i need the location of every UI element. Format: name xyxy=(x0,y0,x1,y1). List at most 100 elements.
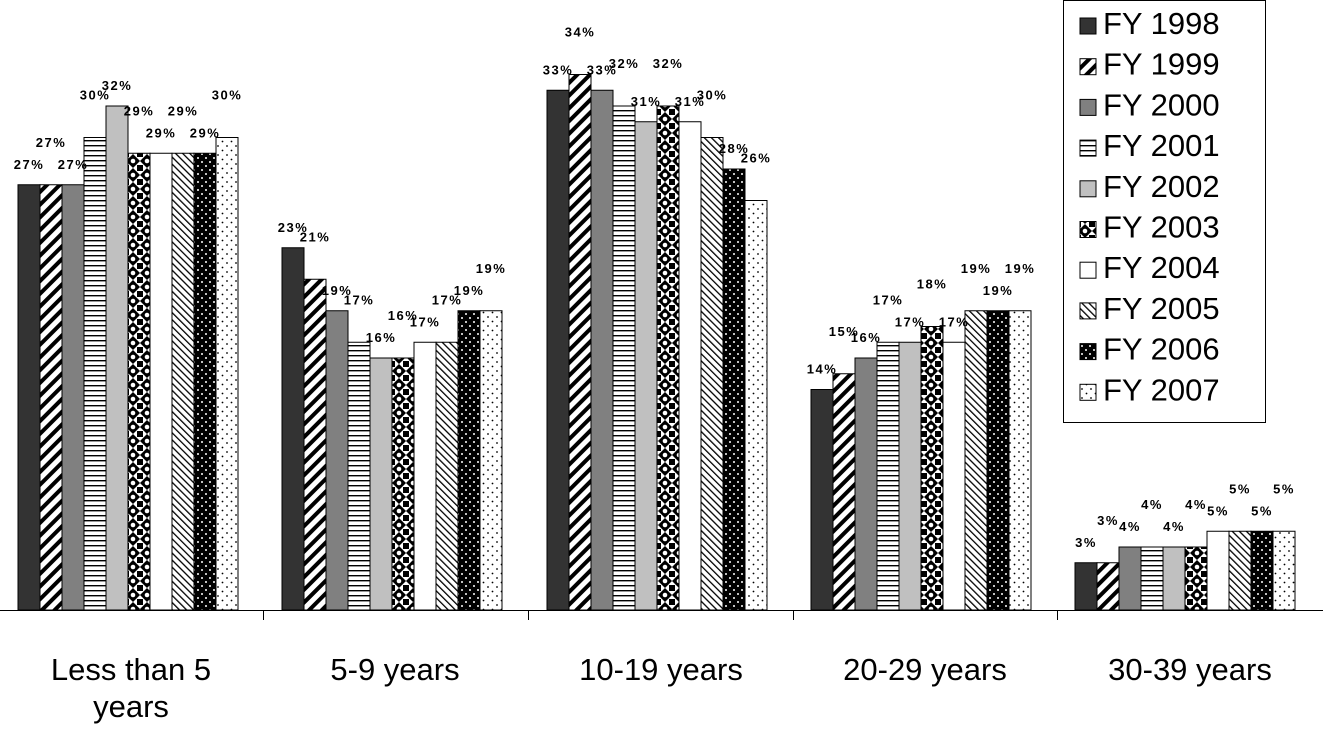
bar-fy-2003-group-2 xyxy=(656,105,680,611)
x-axis-category-label: 10-19 years xyxy=(579,652,743,687)
bar-fy-1998-group-2 xyxy=(546,89,570,611)
data-label: 14% xyxy=(807,362,838,377)
data-label: 17% xyxy=(410,314,441,329)
data-label: 17% xyxy=(873,292,904,307)
legend-label: FY 2001 xyxy=(1103,128,1220,163)
data-label: 17% xyxy=(939,314,970,329)
legend-label: FY 2002 xyxy=(1103,169,1220,204)
data-label: 3% xyxy=(1075,535,1097,550)
legend-label: FY 2004 xyxy=(1103,250,1220,285)
bar-fy-1999-group-2 xyxy=(568,74,592,611)
bar-fy-2005-group-3 xyxy=(964,310,988,611)
data-label: 19% xyxy=(322,283,353,298)
bar-fy-2006-group-1 xyxy=(457,310,481,611)
data-label: 30% xyxy=(697,88,728,103)
data-label: 32% xyxy=(653,56,684,71)
bar-fy-1999-group-3 xyxy=(832,373,856,611)
x-axis-ticks xyxy=(263,610,1058,620)
legend-label: FY 1998 xyxy=(1103,6,1220,41)
legend-swatch xyxy=(1079,383,1097,401)
bar-fy-2001-group-1 xyxy=(347,341,371,611)
legend-swatch xyxy=(1079,343,1097,361)
data-label: 29% xyxy=(190,125,221,140)
bar-fy-2001-group-0 xyxy=(83,137,107,611)
bar-fy-2005-group-0 xyxy=(171,152,195,611)
data-label: 3% xyxy=(1097,513,1119,528)
data-label: 4% xyxy=(1119,519,1141,534)
bar-fy-2004-group-0 xyxy=(149,152,173,611)
data-label: 19% xyxy=(961,261,992,276)
bar-fy-2000-group-3 xyxy=(854,357,878,611)
bar-fy-2002-group-0 xyxy=(105,105,129,611)
legend-label: FY 1999 xyxy=(1103,47,1220,82)
data-label: 16% xyxy=(366,330,397,345)
bar-fy-2007-group-1 xyxy=(479,310,503,611)
legend-label: FY 2006 xyxy=(1103,332,1220,367)
bar-fy-2006-group-3 xyxy=(986,310,1010,611)
data-label: 17% xyxy=(344,292,375,307)
data-label: 28% xyxy=(719,141,750,156)
bar-fy-2000-group-2 xyxy=(590,89,614,611)
bar-fy-2006-group-4 xyxy=(1250,530,1274,611)
data-label: 32% xyxy=(102,78,133,93)
data-label: 33% xyxy=(587,62,618,77)
bar-fy-1999-group-4 xyxy=(1096,562,1120,611)
x-axis-category-label: 30-39 years xyxy=(1108,652,1272,687)
x-axis-category-label: years xyxy=(93,689,169,724)
bar-fy-2002-group-1 xyxy=(369,357,393,611)
x-axis-category-label: Less than 5 xyxy=(51,652,211,687)
legend-label: FY 2005 xyxy=(1103,291,1220,326)
bar-fy-2000-group-1 xyxy=(325,310,349,611)
legend-swatch xyxy=(1079,139,1097,157)
data-label: 32% xyxy=(609,56,640,71)
bar-fy-2003-group-3 xyxy=(920,326,944,611)
bar-fy-2005-group-1 xyxy=(435,341,459,611)
bar-fy-2006-group-0 xyxy=(193,152,217,611)
data-label: 27% xyxy=(36,135,67,150)
data-label: 21% xyxy=(300,229,331,244)
legend-swatch xyxy=(1079,261,1097,279)
data-label: 4% xyxy=(1141,497,1163,512)
data-label: 5% xyxy=(1229,481,1251,496)
data-label: 5% xyxy=(1251,503,1273,518)
bar-fy-1999-group-1 xyxy=(303,278,327,611)
data-label: 19% xyxy=(983,283,1014,298)
bar-fy-2003-group-4 xyxy=(1184,546,1208,611)
legend-swatch xyxy=(1079,58,1097,76)
bar-fy-2001-group-4 xyxy=(1140,546,1164,611)
bar-fy-1998-group-0 xyxy=(17,184,41,611)
data-label: 27% xyxy=(58,157,89,172)
data-label: 4% xyxy=(1163,519,1185,534)
bar-fy-2001-group-3 xyxy=(876,341,900,611)
legend-swatch xyxy=(1079,302,1097,320)
data-label: 18% xyxy=(917,277,948,292)
legend-label: FY 2000 xyxy=(1103,87,1220,122)
bar-fy-2006-group-2 xyxy=(722,168,746,611)
data-label: 30% xyxy=(212,88,243,103)
data-label: 15% xyxy=(829,324,860,339)
data-label: 19% xyxy=(454,283,485,298)
legend-swatch xyxy=(1079,98,1097,116)
bar-fy-1998-group-1 xyxy=(281,247,305,611)
legend-swatch xyxy=(1079,221,1097,238)
data-label: 23% xyxy=(278,220,309,235)
bar-fy-2004-group-1 xyxy=(413,341,437,611)
legend-swatch xyxy=(1079,180,1097,198)
bar-fy-2003-group-1 xyxy=(391,357,415,611)
bar-fy-1998-group-3 xyxy=(810,389,834,611)
bar-fy-1999-group-0 xyxy=(39,184,63,611)
bar-fy-2007-group-4 xyxy=(1272,530,1296,611)
data-label: 26% xyxy=(741,151,772,166)
data-label: 34% xyxy=(565,25,596,40)
bar-fy-2007-group-3 xyxy=(1008,310,1032,611)
data-labels: 27%27%27%30%32%29%29%29%29%30%23%21%19%1… xyxy=(14,25,1294,550)
bar-fy-2005-group-4 xyxy=(1228,530,1252,611)
legend: FY 1998 FY 1999 FY 2000 FY 2001 FY 2002 FY 20… xyxy=(1063,0,1266,423)
data-label: 5% xyxy=(1207,503,1229,518)
data-label: 16% xyxy=(388,308,419,323)
x-axis-category-label: 5-9 years xyxy=(330,652,459,687)
bar-fy-2004-group-4 xyxy=(1206,530,1230,611)
data-label: 29% xyxy=(124,103,155,118)
bar-fy-2001-group-2 xyxy=(612,105,636,611)
